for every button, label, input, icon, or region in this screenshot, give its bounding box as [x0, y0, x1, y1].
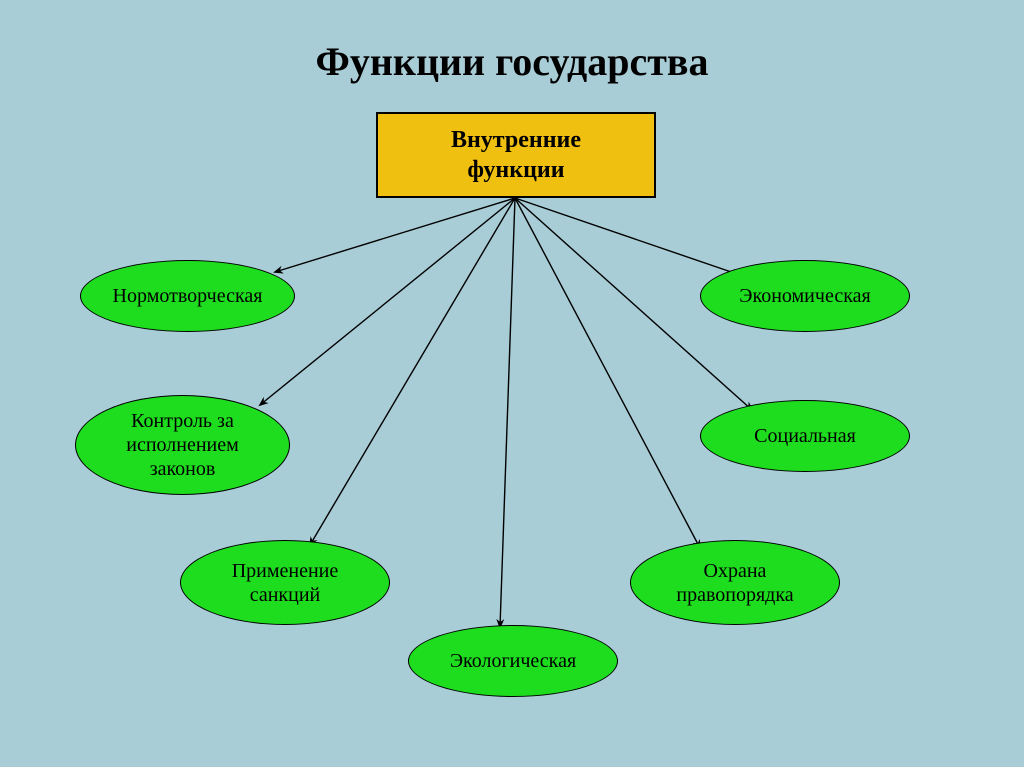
node-label: Экологическая	[450, 649, 576, 673]
node-label: Контроль заисполнениемзаконов	[126, 409, 239, 481]
center-box-line1: Внутренние	[451, 125, 581, 155]
center-box: Внутренние функции	[376, 112, 656, 198]
arrow-to-n5	[515, 198, 700, 548]
node-label: Нормотворческая	[113, 284, 263, 308]
node-n1: Нормотворческая	[80, 260, 295, 332]
node-n6: Социальная	[700, 400, 910, 472]
arrow-to-n1	[275, 198, 515, 272]
arrow-to-n7	[515, 198, 740, 275]
node-label: Применениесанкций	[232, 559, 339, 607]
node-n3: Применениесанкций	[180, 540, 390, 625]
arrow-to-n3	[310, 198, 515, 545]
slide: Функции государства Внутренние функции Н…	[0, 0, 1024, 767]
node-label: Социальная	[754, 424, 856, 448]
center-box-line2: функции	[451, 155, 581, 185]
node-n4: Экологическая	[408, 625, 618, 697]
page-title: Функции государства	[0, 38, 1024, 85]
node-n7: Экономическая	[700, 260, 910, 332]
node-label: Экономическая	[739, 284, 870, 308]
node-n2: Контроль заисполнениемзаконов	[75, 395, 290, 495]
arrow-to-n4	[500, 198, 515, 627]
node-n5: Охранаправопорядка	[630, 540, 840, 625]
arrow-to-n2	[260, 198, 515, 405]
node-label: Охранаправопорядка	[676, 559, 793, 607]
